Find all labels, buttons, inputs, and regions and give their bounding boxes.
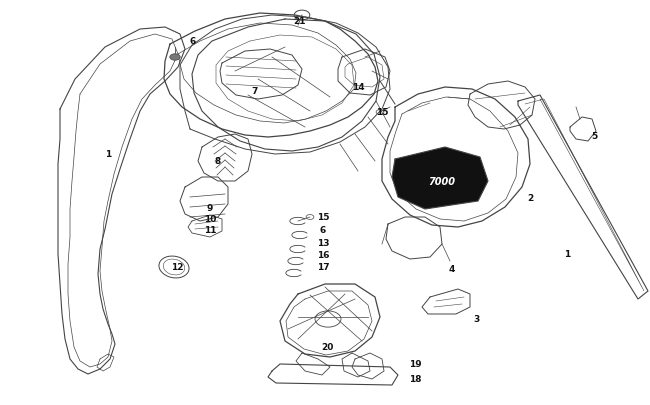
Text: 17: 17	[317, 263, 330, 272]
Text: 8: 8	[215, 157, 221, 166]
Text: 18: 18	[409, 375, 421, 384]
Text: 1: 1	[105, 150, 111, 159]
Text: 16: 16	[317, 251, 330, 260]
Text: 6: 6	[320, 226, 326, 235]
Text: 13: 13	[317, 239, 330, 248]
Circle shape	[170, 55, 180, 61]
Text: 4: 4	[448, 264, 455, 273]
Polygon shape	[392, 148, 488, 209]
Text: 20: 20	[321, 343, 333, 352]
Text: 6: 6	[190, 37, 196, 47]
Text: 7000: 7000	[428, 177, 456, 187]
Text: 3: 3	[473, 315, 479, 324]
Text: 7: 7	[252, 87, 258, 96]
Text: 21: 21	[294, 17, 306, 26]
Text: 12: 12	[171, 263, 183, 272]
Text: 19: 19	[409, 360, 421, 369]
Text: 11: 11	[203, 226, 216, 235]
Text: 15: 15	[376, 108, 388, 117]
Text: 14: 14	[352, 83, 364, 92]
Text: 10: 10	[204, 215, 216, 224]
Text: 5: 5	[591, 132, 597, 141]
Text: 1: 1	[564, 250, 570, 259]
Text: 15: 15	[317, 213, 330, 222]
Text: 2: 2	[527, 194, 533, 203]
Text: 9: 9	[207, 204, 213, 213]
